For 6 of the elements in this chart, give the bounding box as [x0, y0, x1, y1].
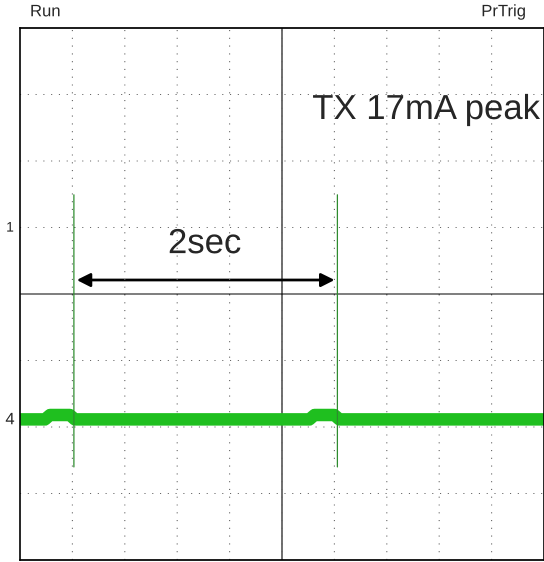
text: 4	[6, 412, 14, 424]
text: PrTrig	[482, 4, 525, 20]
text: Run	[31, 4, 60, 16]
text: TX 17mA peak	[313, 94, 540, 126]
text: 1	[7, 222, 14, 232]
text: 2sec	[170, 228, 240, 254]
